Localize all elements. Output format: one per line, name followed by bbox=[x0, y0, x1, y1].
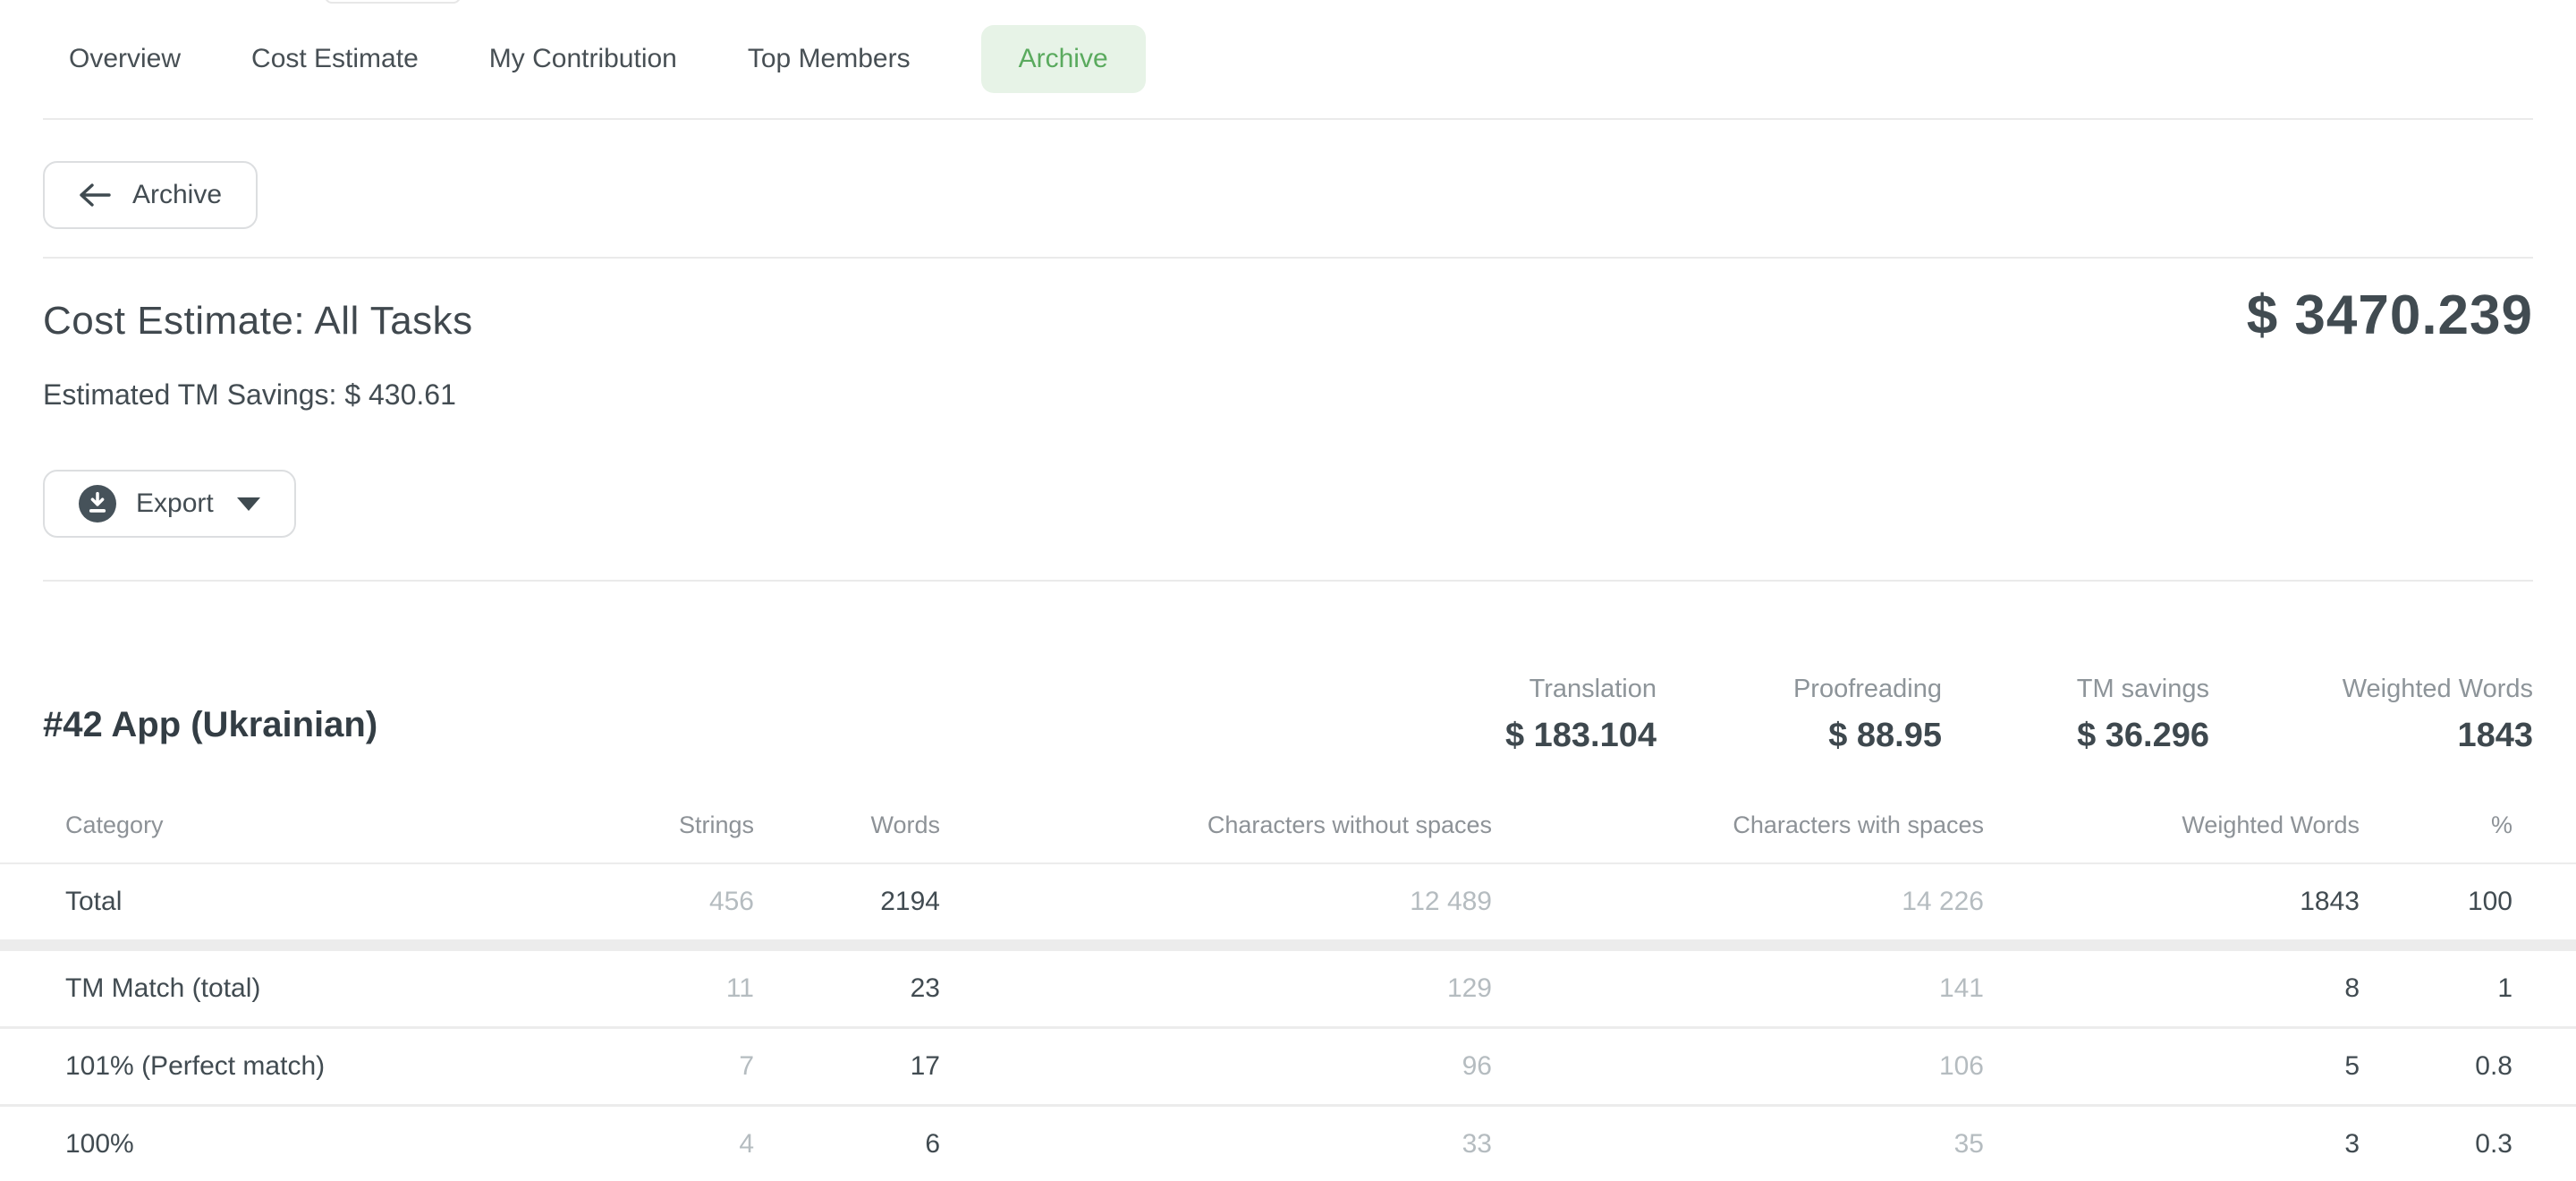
back-row: Archive bbox=[43, 120, 2533, 259]
divider bbox=[0, 1104, 2576, 1107]
cell-percent: 100 bbox=[2467, 887, 2512, 916]
col-header-words: Words bbox=[870, 811, 940, 838]
col-header-strings: Strings bbox=[678, 811, 754, 838]
stat-label: Proofreading bbox=[1792, 675, 1942, 703]
stat-value: $ 88.95 bbox=[1828, 717, 1942, 754]
tab-my-contribution[interactable]: My Contribution bbox=[488, 44, 677, 73]
cell-percent: 0.3 bbox=[2475, 1129, 2512, 1159]
table-row-100: 100% 4 6 33 35 3 0.3 bbox=[0, 1107, 2576, 1181]
top-cutoff-popover bbox=[325, 0, 461, 4]
cell-percent: 1 bbox=[2497, 973, 2512, 1003]
divider bbox=[0, 1026, 2576, 1029]
stat-label: Translation bbox=[1529, 675, 1657, 703]
divider bbox=[0, 862, 2576, 864]
cell-weighted-words: 5 bbox=[2344, 1051, 2360, 1081]
cell-strings: 11 bbox=[725, 973, 754, 1003]
table-row-total: Total 456 2194 12 489 14 226 1843 100 bbox=[0, 864, 2576, 939]
cell-chars-without-spaces: 129 bbox=[1446, 973, 1492, 1003]
cell-chars-without-spaces: 96 bbox=[1462, 1051, 1492, 1081]
cell-words: 17 bbox=[910, 1051, 940, 1081]
col-header-category: Category bbox=[65, 811, 164, 838]
back-to-archive-button[interactable]: Archive bbox=[43, 161, 258, 229]
table-header-row: Category Strings Words Characters withou… bbox=[0, 788, 2576, 862]
download-circle-icon bbox=[79, 485, 116, 523]
tab-archive[interactable]: Archive bbox=[980, 25, 1146, 93]
stat-value: 1843 bbox=[2457, 717, 2533, 754]
cell-chars-with-spaces: 14 226 bbox=[1902, 887, 1984, 916]
caret-down-icon bbox=[236, 497, 260, 511]
cell-chars-with-spaces: 106 bbox=[1938, 1051, 1984, 1081]
stat-value: $ 36.296 bbox=[2077, 717, 2209, 754]
cell-strings: 7 bbox=[739, 1051, 754, 1081]
cell-category: TM Match (total) bbox=[65, 973, 261, 1003]
cell-category: 101% (Perfect match) bbox=[65, 1051, 326, 1081]
cost-table: Category Strings Words Characters withou… bbox=[0, 788, 2576, 1181]
cell-chars-with-spaces: 141 bbox=[1938, 973, 1984, 1003]
cell-strings: 456 bbox=[708, 887, 754, 916]
cell-weighted-words: 8 bbox=[2344, 973, 2360, 1003]
cell-words: 6 bbox=[925, 1129, 940, 1159]
report-title: #42 App (Ukrainian) bbox=[43, 705, 378, 744]
stat-label: Weighted Words bbox=[2342, 675, 2533, 703]
stat-tm-savings: TM savings $ 36.296 bbox=[1942, 675, 2209, 755]
stat-translation: Translation $ 183.104 bbox=[1424, 675, 1657, 755]
cell-category: Total bbox=[65, 887, 123, 916]
back-button-label: Archive bbox=[132, 180, 223, 209]
arrow-left-icon bbox=[79, 182, 113, 208]
cell-words: 23 bbox=[910, 973, 940, 1003]
tab-bar: Overview Cost Estimate My Contribution T… bbox=[43, 0, 2533, 120]
report-stats: Translation $ 183.104 Proofreading $ 88.… bbox=[1424, 675, 2533, 755]
cell-percent: 0.8 bbox=[2475, 1051, 2512, 1081]
grand-total-amount: $ 3470.239 bbox=[2246, 285, 2533, 346]
stat-proofreading: Proofreading $ 88.95 bbox=[1657, 675, 1942, 755]
cost-estimate-header: Cost Estimate: All Tasks $ 3470.239 Esti… bbox=[43, 259, 2533, 582]
cell-words: 2194 bbox=[880, 887, 940, 916]
col-header-weighted-words: Weighted Words bbox=[2182, 811, 2360, 838]
table-row-101-perfect-match: 101% (Perfect match) 7 17 96 106 5 0.8 bbox=[0, 1029, 2576, 1104]
stat-weighted-words: Weighted Words 1843 bbox=[2209, 675, 2533, 755]
report-section-header: #42 App (Ukrainian) Translation $ 183.10… bbox=[43, 582, 2533, 788]
cell-chars-with-spaces: 35 bbox=[1953, 1129, 1984, 1159]
cell-chars-without-spaces: 33 bbox=[1462, 1129, 1492, 1159]
cell-chars-without-spaces: 12 489 bbox=[1410, 887, 1492, 916]
table-row-tm-match: TM Match (total) 11 23 129 141 8 1 bbox=[0, 951, 2576, 1026]
col-header-chars-with-spaces: Characters with spaces bbox=[1733, 811, 1984, 838]
stat-label: TM savings bbox=[2076, 675, 2209, 703]
tab-top-members[interactable]: Top Members bbox=[747, 44, 911, 73]
tm-savings-line: Estimated TM Savings: $ 430.61 bbox=[43, 378, 456, 411]
col-header-percent: % bbox=[2490, 811, 2512, 838]
col-header-chars-without-spaces: Characters without spaces bbox=[1207, 811, 1492, 838]
tab-cost-estimate[interactable]: Cost Estimate bbox=[251, 44, 419, 73]
page-title: Cost Estimate: All Tasks bbox=[43, 299, 473, 343]
cell-category: 100% bbox=[65, 1129, 134, 1159]
cell-strings: 4 bbox=[739, 1129, 754, 1159]
cell-weighted-words: 3 bbox=[2344, 1129, 2360, 1159]
stat-value: $ 183.104 bbox=[1504, 717, 1657, 754]
tab-overview[interactable]: Overview bbox=[69, 44, 182, 73]
export-button[interactable]: Export bbox=[43, 470, 296, 538]
export-button-label: Export bbox=[136, 489, 214, 518]
cell-weighted-words: 1843 bbox=[2300, 887, 2360, 916]
divider-thick bbox=[0, 939, 2576, 951]
